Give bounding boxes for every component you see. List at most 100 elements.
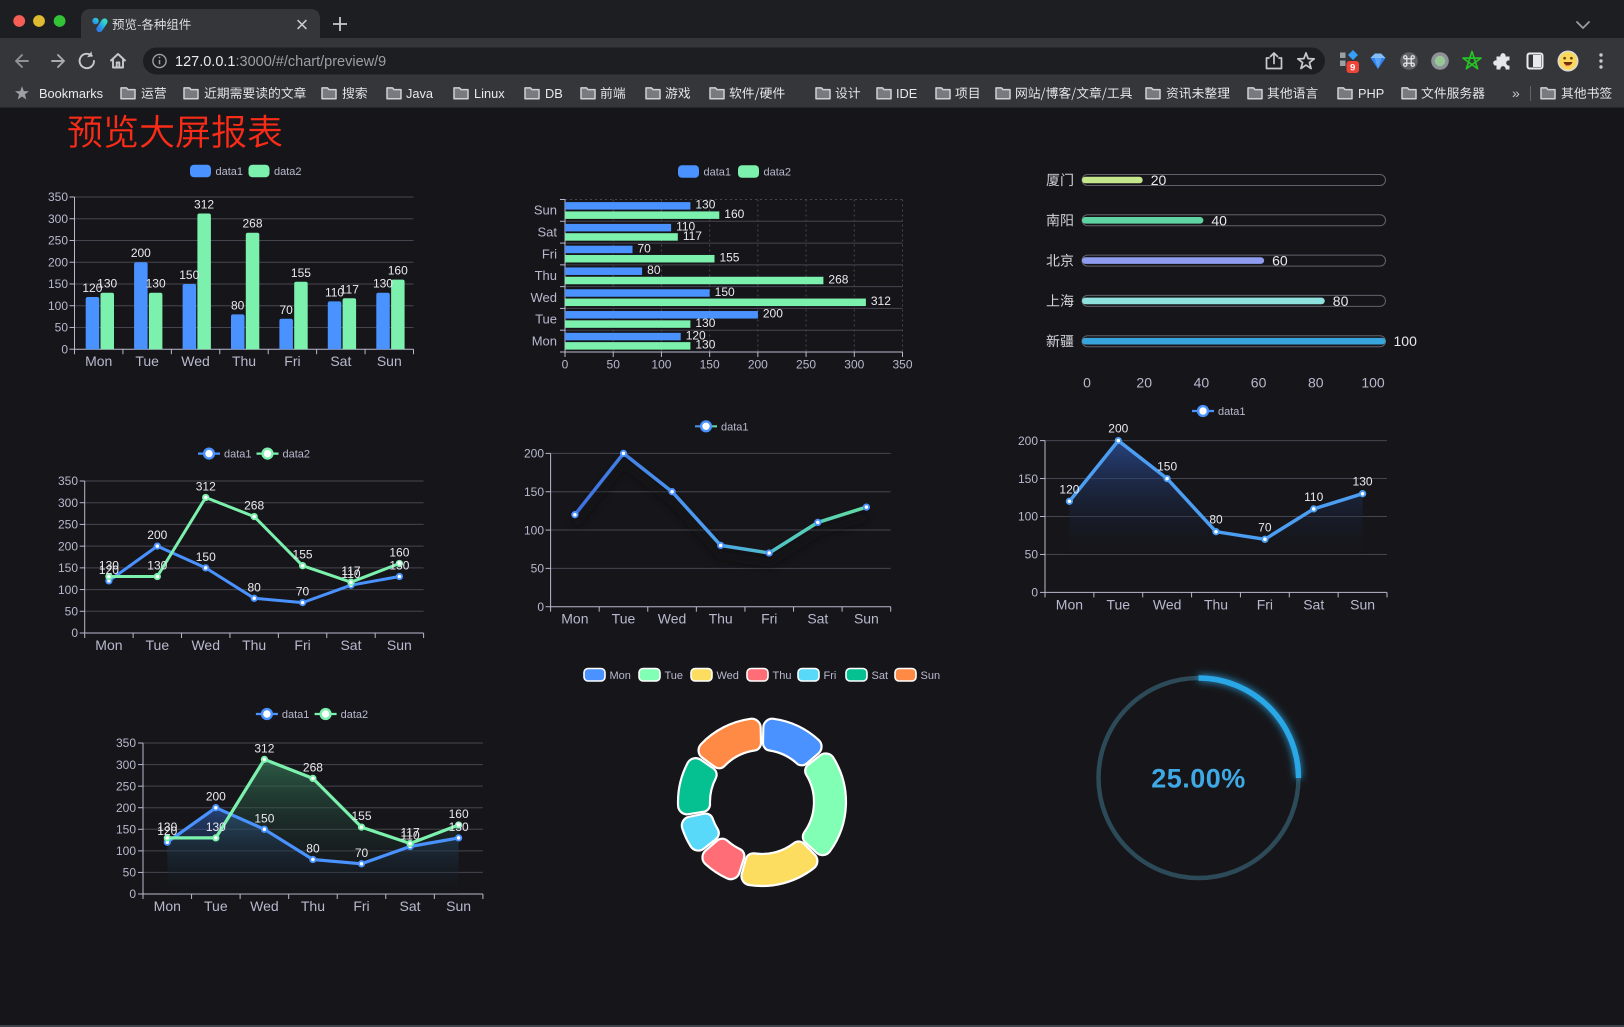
svg-text:Fri: Fri (284, 353, 300, 369)
svg-text:Wed: Wed (250, 898, 279, 914)
svg-text:250: 250 (796, 358, 816, 372)
svg-text:117: 117 (400, 826, 419, 840)
svg-text:250: 250 (116, 779, 136, 793)
svg-text:Tue: Tue (665, 670, 684, 682)
svg-text:100: 100 (1018, 510, 1038, 524)
svg-text:Thu: Thu (773, 670, 792, 682)
svg-text:80: 80 (647, 263, 661, 277)
svg-text:70: 70 (279, 303, 293, 317)
svg-text:268: 268 (303, 760, 323, 774)
svg-text:200: 200 (763, 307, 783, 321)
svg-text:110: 110 (676, 219, 695, 233)
svg-text:200: 200 (116, 801, 136, 815)
svg-text:120: 120 (99, 563, 119, 577)
svg-text:200: 200 (58, 539, 78, 553)
svg-text:200: 200 (147, 528, 167, 542)
svg-text:Sun: Sun (854, 611, 879, 627)
svg-text:Fri: Fri (353, 898, 369, 914)
svg-text:40: 40 (1211, 212, 1227, 228)
svg-text:50: 50 (123, 866, 137, 880)
svg-text:Mon: Mon (154, 898, 181, 914)
svg-text:0: 0 (1031, 586, 1038, 600)
svg-text:150: 150 (1018, 472, 1038, 486)
svg-text:»: » (1512, 85, 1520, 101)
svg-text:110: 110 (1304, 490, 1323, 504)
svg-text:Fri: Fri (824, 670, 837, 682)
svg-text:data1: data1 (224, 449, 252, 461)
svg-text:0: 0 (61, 342, 68, 356)
svg-text:Bookmarks: Bookmarks (39, 86, 103, 101)
svg-text:Sun: Sun (377, 353, 402, 369)
svg-text:Mon: Mon (85, 353, 112, 369)
svg-text:0: 0 (129, 887, 136, 901)
svg-text:Mon: Mon (1056, 597, 1083, 613)
svg-text:Tue: Tue (135, 353, 159, 369)
svg-text:150: 150 (196, 550, 216, 564)
svg-text:268: 268 (828, 272, 848, 286)
svg-text:155: 155 (293, 548, 313, 562)
svg-text:data1: data1 (704, 167, 732, 179)
svg-text:Sat: Sat (872, 670, 889, 682)
svg-text:data2: data2 (764, 167, 792, 179)
svg-text:100: 100 (1394, 333, 1418, 349)
svg-text:200: 200 (748, 358, 768, 372)
svg-text:Thu: Thu (709, 611, 733, 627)
svg-text:Mon: Mon (561, 611, 588, 627)
svg-text:50: 50 (1025, 548, 1039, 562)
svg-text:80: 80 (231, 298, 245, 312)
svg-text:268: 268 (242, 217, 262, 231)
svg-text:200: 200 (1018, 434, 1038, 448)
svg-text:150: 150 (58, 561, 78, 575)
svg-text:40: 40 (1194, 375, 1210, 391)
svg-text:160: 160 (449, 807, 469, 821)
svg-text:155: 155 (351, 809, 371, 823)
svg-text:300: 300 (844, 358, 864, 372)
svg-text:data1: data1 (721, 421, 749, 433)
svg-text:9: 9 (1350, 63, 1355, 74)
svg-text:70: 70 (638, 241, 652, 255)
svg-text:100: 100 (524, 523, 544, 537)
svg-text:Mon: Mon (532, 333, 557, 348)
svg-text:160: 160 (388, 264, 408, 278)
svg-text:Sat: Sat (537, 224, 557, 239)
svg-text:130: 130 (206, 820, 226, 834)
svg-text:127.0.0.1:3000/#/chart/preview: 127.0.0.1:3000/#/chart/preview/9 (175, 54, 386, 70)
svg-text:130: 130 (147, 559, 167, 573)
svg-text:200: 200 (524, 447, 544, 461)
svg-text:80: 80 (247, 580, 261, 594)
svg-text:Fri: Fri (542, 246, 557, 261)
svg-text:data1: data1 (216, 166, 244, 178)
svg-text:50: 50 (55, 321, 69, 335)
svg-text:100: 100 (651, 358, 671, 372)
svg-text:117: 117 (683, 229, 702, 243)
svg-text:150: 150 (715, 285, 735, 299)
svg-text:110: 110 (325, 285, 344, 299)
svg-text:350: 350 (58, 474, 78, 488)
svg-text:PHP: PHP (1358, 86, 1384, 101)
svg-text:200: 200 (131, 246, 151, 260)
svg-text:150: 150 (254, 811, 274, 825)
svg-text:50: 50 (531, 562, 545, 576)
svg-text:100: 100 (1361, 375, 1385, 391)
svg-text:data2: data2 (274, 166, 302, 178)
svg-text:130: 130 (1353, 475, 1373, 489)
svg-text:130: 130 (373, 277, 393, 291)
svg-text:data2: data2 (341, 709, 369, 721)
svg-text:20: 20 (1151, 172, 1167, 188)
svg-text:Tue: Tue (612, 611, 636, 627)
svg-text:Wed: Wed (531, 290, 558, 305)
svg-text:200: 200 (206, 790, 226, 804)
svg-text:80: 80 (1209, 513, 1223, 527)
svg-text:Sat: Sat (330, 353, 351, 369)
svg-text:80: 80 (1333, 293, 1349, 309)
svg-text:IDE: IDE (896, 86, 917, 101)
svg-text:Mon: Mon (610, 670, 631, 682)
svg-text:Thu: Thu (232, 353, 256, 369)
svg-text:100: 100 (58, 583, 78, 597)
svg-text:Thu: Thu (535, 268, 557, 283)
svg-text:160: 160 (724, 207, 744, 221)
svg-text:0: 0 (1083, 375, 1091, 391)
svg-text:70: 70 (1258, 520, 1272, 534)
svg-text:data1: data1 (1218, 406, 1246, 418)
svg-text:100: 100 (116, 844, 136, 858)
